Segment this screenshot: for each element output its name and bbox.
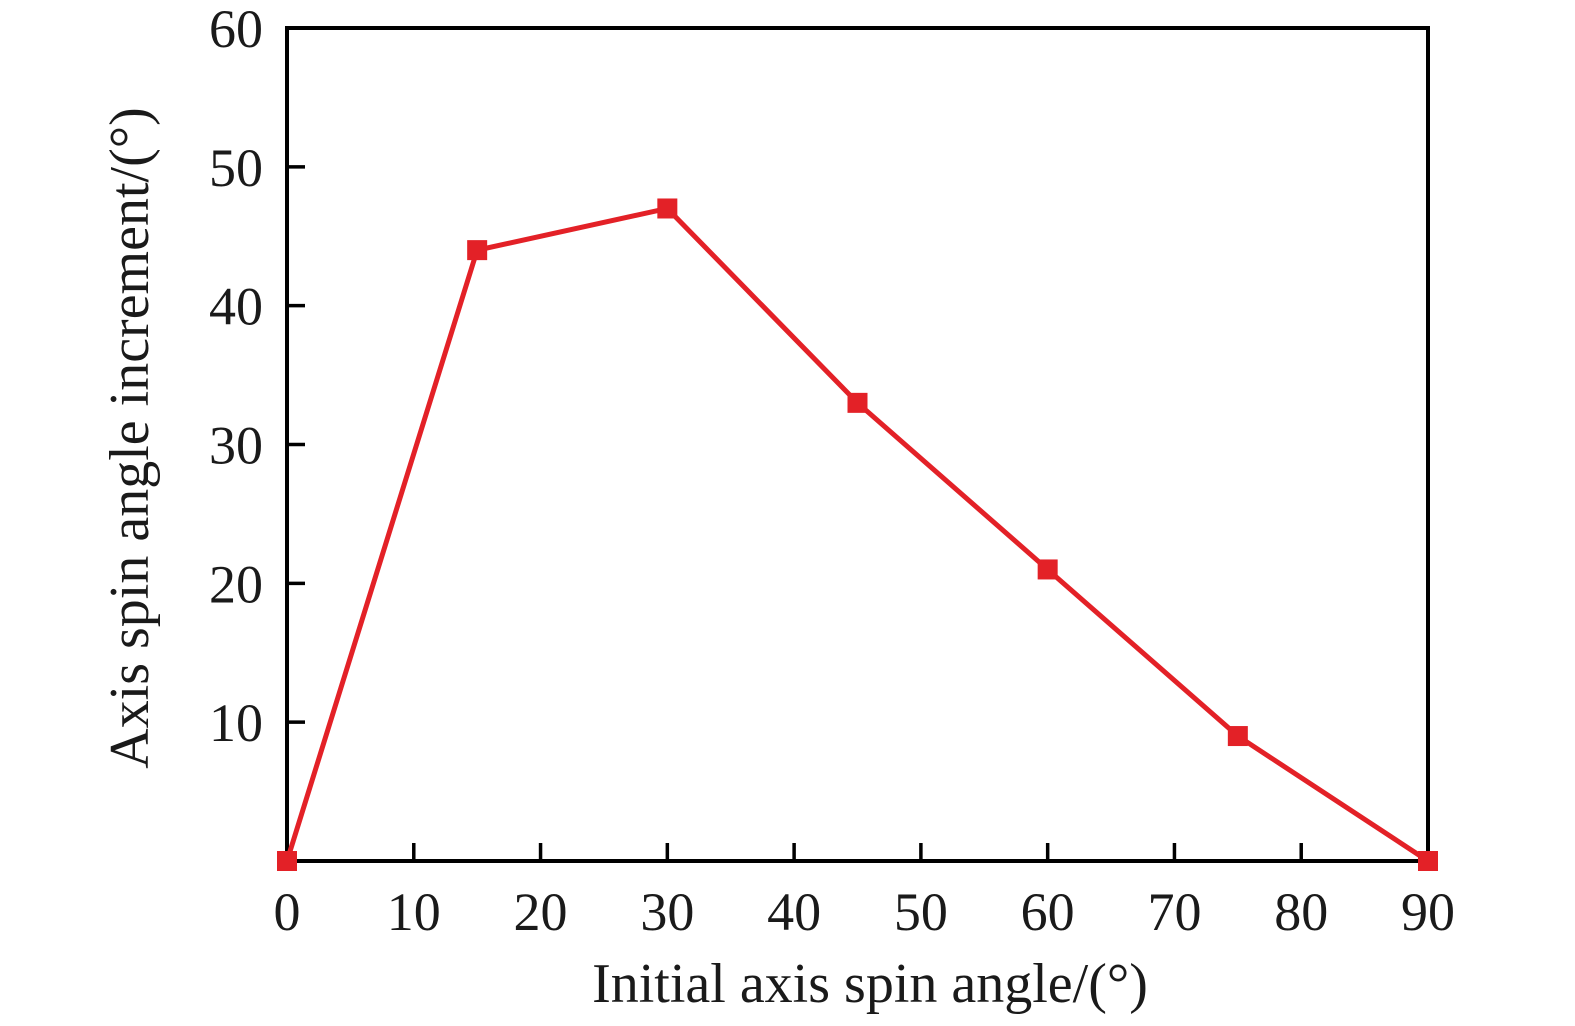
data-point-marker bbox=[847, 392, 868, 413]
x-tick-label: 0 bbox=[274, 882, 301, 942]
x-axis-title: Initial axis spin angle/(°) bbox=[592, 953, 1148, 1015]
y-tick-label: 60 bbox=[209, 0, 263, 59]
y-tick-label: 10 bbox=[209, 693, 263, 753]
tick-layer: 0 10 20 30 40 50 60 70 80 90 10 20 30 40 50 60 bbox=[209, 0, 1455, 942]
data-point-marker bbox=[1037, 559, 1058, 580]
plot-frame bbox=[285, 26, 1430, 863]
x-tick-label: 10 bbox=[387, 882, 441, 942]
x-tick-label: 40 bbox=[767, 882, 821, 942]
y-axis-title: Axis spin angle increment/(°) bbox=[99, 107, 161, 769]
x-tick-label: 50 bbox=[894, 882, 948, 942]
x-tick-label: 20 bbox=[514, 882, 568, 942]
series-line bbox=[284, 205, 1430, 864]
x-tick-label: 60 bbox=[1021, 882, 1075, 942]
data-point-marker bbox=[1418, 851, 1438, 871]
x-tick-label: 80 bbox=[1274, 882, 1328, 942]
data-point-marker bbox=[467, 240, 488, 261]
series-layer bbox=[277, 198, 1438, 871]
x-tick-label: 30 bbox=[640, 882, 694, 942]
y-tick-label: 50 bbox=[209, 138, 263, 198]
y-tick-label: 30 bbox=[209, 416, 263, 476]
data-point-marker bbox=[657, 198, 678, 219]
y-tick-label: 40 bbox=[209, 277, 263, 337]
y-tick-label: 20 bbox=[209, 554, 263, 614]
axes-frame-layer bbox=[285, 26, 1430, 863]
data-point-marker bbox=[1227, 726, 1248, 747]
x-tick-label: 90 bbox=[1401, 882, 1455, 942]
x-tick-label: 70 bbox=[1147, 882, 1201, 942]
data-point-marker bbox=[277, 851, 297, 871]
